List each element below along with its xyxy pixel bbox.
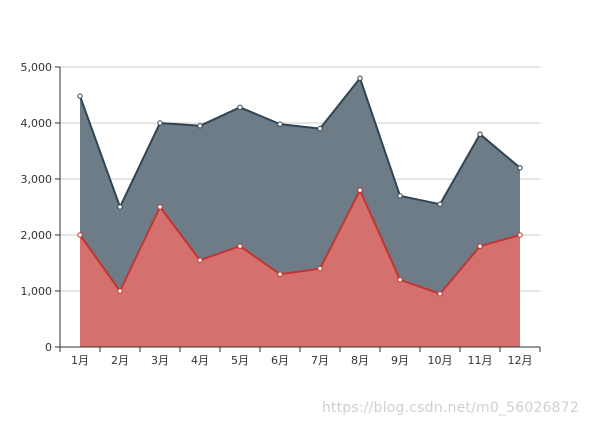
data-point[interactable] — [277, 271, 283, 277]
y-tick-label: 3,000 — [21, 173, 53, 186]
x-tick-label: 7月 — [311, 354, 329, 367]
x-tick-label: 1月 — [71, 354, 89, 367]
x-axis-ticks: 1月 2月 3月 4月 5月 6月 7月 8月 9月 10月 11月 12月 — [59, 347, 541, 367]
data-point[interactable] — [437, 201, 443, 207]
data-point[interactable] — [437, 291, 443, 297]
x-tick-label: 4月 — [191, 354, 209, 367]
y-tick-label: 1,000 — [21, 285, 53, 298]
data-point[interactable] — [77, 232, 83, 238]
series-line — [79, 189, 521, 295]
data-point[interactable] — [157, 204, 163, 210]
data-point[interactable] — [477, 131, 483, 137]
watermark: https://blog.csdn.net/m0_56026872 — [321, 400, 579, 416]
x-tick-label: 6月 — [271, 354, 289, 367]
data-point[interactable] — [117, 204, 123, 210]
data-point[interactable] — [477, 243, 483, 249]
x-tick-label: 12月 — [508, 354, 533, 367]
data-points — [77, 75, 523, 297]
data-point[interactable] — [117, 288, 123, 294]
y-tick-label: 0 — [45, 341, 52, 354]
data-point[interactable] — [397, 277, 403, 283]
data-point[interactable] — [197, 257, 203, 263]
x-tick-label: 3月 — [151, 354, 169, 367]
data-point[interactable] — [237, 104, 243, 111]
x-tick-label: 5月 — [231, 354, 249, 367]
line-series — [79, 77, 521, 295]
y-axis-ticks: 0 1,000 2,000 3,000 4,000 5,000 — [21, 61, 60, 354]
data-point[interactable] — [517, 232, 523, 238]
x-tick-label: 9月 — [391, 354, 409, 367]
data-point[interactable] — [397, 193, 403, 199]
y-tick-label: 4,000 — [21, 117, 53, 130]
data-point[interactable] — [317, 265, 323, 272]
y-tick-label: 2,000 — [21, 229, 53, 242]
x-tick-label: 2月 — [111, 354, 129, 367]
data-point[interactable] — [197, 123, 203, 129]
data-point[interactable] — [517, 165, 523, 171]
series-line — [79, 77, 521, 208]
area-fill — [80, 190, 520, 347]
data-point[interactable] — [157, 120, 163, 126]
data-point[interactable] — [277, 121, 283, 127]
data-point[interactable] — [357, 187, 363, 193]
data-point[interactable] — [237, 243, 243, 249]
data-point[interactable] — [317, 125, 323, 132]
area-series — [80, 78, 520, 347]
x-tick-label: 10月 — [428, 354, 453, 367]
x-tick-label: 8月 — [351, 354, 369, 367]
data-point[interactable] — [357, 75, 363, 81]
y-tick-label: 5,000 — [21, 61, 53, 74]
data-point[interactable] — [77, 93, 83, 99]
x-tick-label: 11月 — [468, 354, 493, 367]
